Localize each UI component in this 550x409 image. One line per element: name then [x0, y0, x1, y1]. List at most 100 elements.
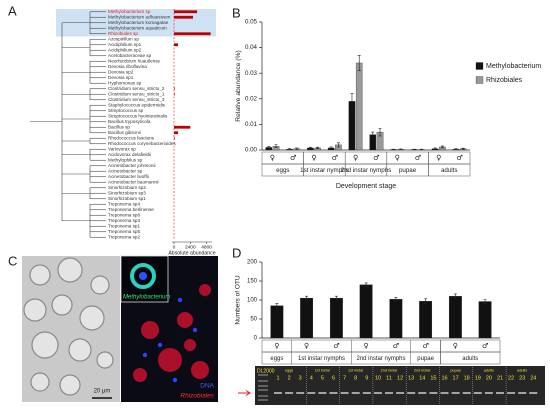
x-axis-label: Development stage [336, 183, 396, 190]
sex-label: ♂ [415, 153, 421, 162]
dna-signal [157, 342, 163, 348]
x-axis-label: Absolute abundance [168, 250, 215, 256]
taxon-label: Devosia sp2 [108, 69, 134, 74]
taxon-label: Hyphomonas sp [108, 80, 142, 85]
taxon-label: Rhodococcus corynebacterioides [108, 141, 176, 146]
stage-label: adults [517, 369, 527, 373]
bar [419, 300, 433, 339]
bar [174, 125, 191, 129]
error-bar [371, 131, 375, 138]
category-box [440, 339, 501, 353]
lane-label: 17 [453, 375, 459, 381]
taxon-label: Acidiphilium sp1 [108, 42, 142, 47]
y-tick-label: 0 [254, 336, 258, 342]
lane-label: 5 [321, 375, 324, 381]
sex-label: ♀ [270, 153, 275, 162]
panel-label: A [8, 3, 17, 18]
group-box [440, 351, 501, 365]
cell [30, 372, 50, 392]
lane-label: 3 [299, 375, 302, 381]
panel-label: D [232, 245, 241, 260]
bar [448, 296, 462, 339]
taxon-label: Rhodococcus fascians [108, 135, 155, 140]
taxon-label: Devosia riboflavina [108, 64, 147, 69]
stage-label: 2nd instar [381, 369, 398, 373]
category-box [261, 151, 304, 165]
y-axis-label: Numbers of OTU [235, 275, 242, 324]
error-bar [440, 145, 444, 149]
y-tick-label: 0.01 [245, 121, 258, 128]
taxon-label: Streptococcus hyointestinalis [108, 113, 168, 118]
taxon-label: Clostridium sensu_stricto_3 [108, 97, 165, 102]
cell [59, 374, 81, 396]
ladder-label: DL2000 [257, 368, 275, 374]
error-bar [420, 148, 424, 151]
error-bar [308, 146, 312, 150]
legend-swatch [475, 62, 484, 70]
error-bar [267, 146, 271, 149]
category-box [344, 151, 388, 165]
rhizobiales-signal [191, 361, 209, 379]
taxon-label: Sinorhizobium sp3 [108, 190, 146, 195]
y-tick-label: 50 [250, 317, 257, 323]
error-bar [275, 303, 279, 309]
gel-image [255, 366, 545, 405]
taxon-label: Staphylococcus epidermidis [108, 102, 166, 107]
arrow [238, 390, 251, 396]
sex-label: ♂ [456, 153, 462, 162]
lane-label: 24 [530, 375, 536, 381]
bar [174, 32, 211, 36]
taxon-label: Clostridium sensu_stricto_2 [108, 86, 165, 91]
cell [23, 298, 47, 322]
cell [79, 305, 105, 331]
lane-label: 6 [332, 375, 335, 381]
taxon-label: Acinetobacter baumannii [108, 179, 159, 184]
group-label: pupae [417, 356, 434, 362]
bar [270, 305, 284, 339]
taxon-label: Treponema sp5 [108, 229, 140, 234]
taxon-label: Treponema sp4 [108, 201, 140, 206]
stage-label: adults [484, 369, 494, 373]
x-tick-label: 0 [173, 244, 176, 250]
error-bar [378, 127, 382, 137]
legend-label: Methylobacterium [486, 63, 541, 70]
lane-label: 13 [408, 375, 414, 381]
sex-label: ♂ [332, 153, 338, 162]
error-bar [288, 148, 292, 151]
sex-label: ♀ [395, 153, 400, 162]
sex-label: ♀ [304, 342, 309, 350]
taxon-label: Treponema sp2 [108, 234, 140, 239]
bar [359, 284, 373, 339]
taxon-label: Clostridium sensu_stricto_1 [108, 91, 165, 96]
bar [478, 301, 492, 339]
category-box [386, 151, 429, 165]
dna-signal [172, 377, 178, 383]
taxon-label: Methylobacterium adhaesivum [108, 14, 170, 19]
bar [174, 92, 175, 96]
legend-label: Rhizobiales [486, 77, 523, 84]
lane-label: 1 [276, 375, 279, 381]
taxon-label: Devosia sp1 [108, 75, 134, 80]
bar [174, 10, 198, 14]
taxon-label: Rhizobiales sp [108, 31, 138, 36]
lane-label: 2 [288, 375, 291, 381]
error-bar [350, 93, 354, 110]
error-bar [336, 142, 340, 148]
legend-swatch [475, 76, 484, 84]
cell [57, 257, 83, 283]
methylobacterium-label: Methylobacterium [123, 295, 170, 301]
taxon-label: Acidiphilium sp2 [108, 47, 142, 52]
scale-bar-label: 20 μm [94, 389, 111, 395]
taxon-label: Sinorhizobium sp2 [108, 185, 146, 190]
taxon-label: Treponema sp1 [108, 223, 140, 228]
bar [174, 43, 179, 47]
lane-label: 22 [508, 375, 514, 381]
y-tick-label: 0.05 [245, 19, 258, 26]
group-label: eggs [270, 356, 283, 362]
cell [68, 338, 92, 362]
category-box [303, 151, 346, 165]
dna-signal [177, 297, 183, 303]
lane-label: 20 [486, 375, 492, 381]
rhizobiales-signal [141, 321, 159, 339]
lane-label: 8 [354, 375, 357, 381]
